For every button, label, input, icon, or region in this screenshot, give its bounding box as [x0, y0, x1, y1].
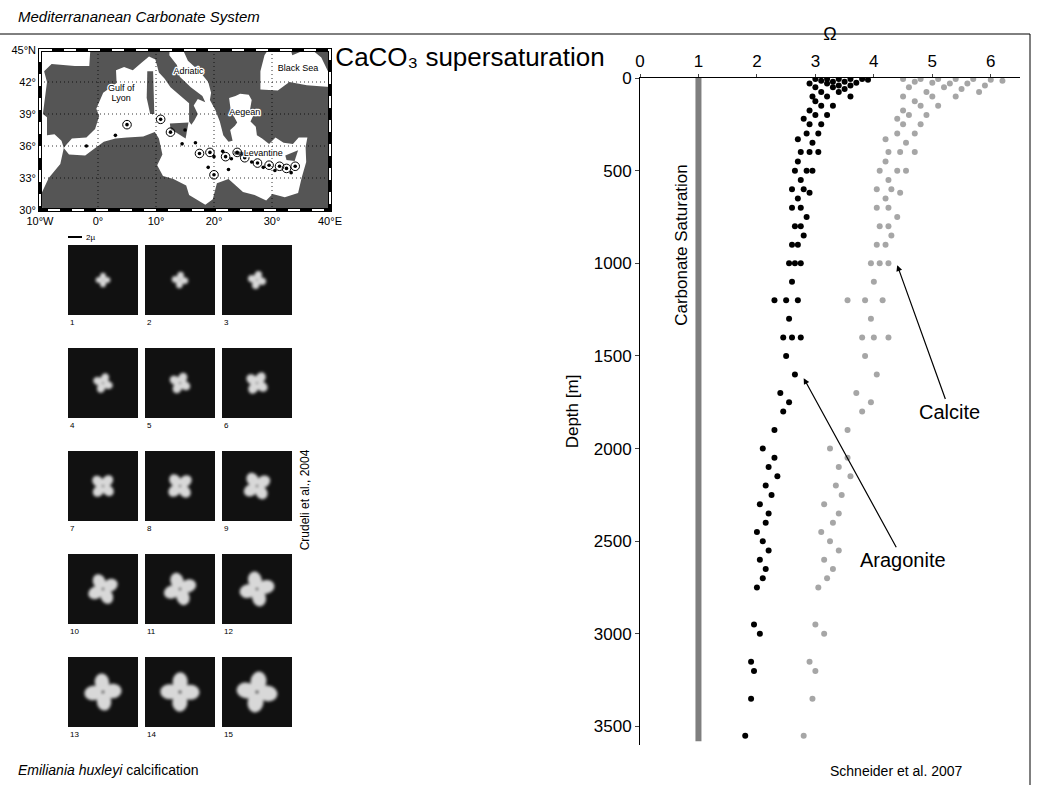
- svg-text:3500: 3500: [594, 717, 632, 736]
- svg-text:3000: 3000: [594, 625, 632, 644]
- svg-text:45°N: 45°N: [11, 44, 36, 56]
- svg-text:10: 10: [70, 627, 79, 636]
- svg-text:CaCO₃ supersaturation: CaCO₃ supersaturation: [335, 42, 604, 72]
- svg-text:Crudeli et al., 2004: Crudeli et al., 2004: [298, 449, 312, 550]
- svg-text:33°: 33°: [19, 172, 36, 184]
- svg-text:Adriatic: Adriatic: [173, 66, 204, 76]
- svg-text:39°: 39°: [19, 108, 36, 120]
- svg-text:3: 3: [224, 318, 229, 327]
- svg-text:12: 12: [224, 627, 233, 636]
- svg-text:30°: 30°: [19, 204, 36, 216]
- svg-text:2500: 2500: [594, 532, 632, 551]
- svg-text:Depth [m]: Depth [m]: [563, 375, 582, 449]
- svg-text:9: 9: [224, 524, 229, 533]
- svg-text:8: 8: [147, 524, 152, 533]
- svg-text:3: 3: [811, 52, 820, 71]
- svg-text:Gulf ofLyon: Gulf ofLyon: [108, 83, 135, 103]
- svg-text:10°W: 10°W: [26, 215, 54, 227]
- svg-text:Aegean: Aegean: [229, 107, 260, 117]
- svg-text:20°: 20°: [206, 215, 223, 227]
- svg-text:5: 5: [147, 421, 152, 430]
- svg-text:1: 1: [70, 318, 75, 327]
- svg-text:2: 2: [752, 52, 761, 71]
- svg-text:5: 5: [928, 52, 937, 71]
- svg-text:1: 1: [694, 52, 703, 71]
- svg-text:Carbonate Saturation: Carbonate Saturation: [672, 164, 691, 326]
- svg-text:Ω: Ω: [823, 24, 836, 44]
- svg-text:Schneider et al. 2007: Schneider et al. 2007: [830, 763, 963, 779]
- svg-text:42°: 42°: [19, 76, 36, 88]
- svg-text:500: 500: [603, 162, 631, 181]
- svg-text:Calcite: Calcite: [919, 401, 980, 423]
- svg-text:2: 2: [147, 318, 152, 327]
- svg-text:11: 11: [147, 627, 156, 636]
- svg-text:0: 0: [622, 69, 631, 88]
- svg-text:Aragonite: Aragonite: [860, 549, 946, 571]
- svg-text:40°E: 40°E: [318, 215, 342, 227]
- svg-text:Mediterrananean Carbonate Syst: Mediterrananean Carbonate System: [18, 8, 260, 25]
- svg-text:Black Sea: Black Sea: [278, 63, 319, 73]
- svg-text:30°: 30°: [264, 215, 281, 227]
- svg-text:2µ: 2µ: [86, 233, 95, 242]
- svg-text:1000: 1000: [594, 254, 632, 273]
- svg-text:36°: 36°: [19, 140, 36, 152]
- svg-text:14: 14: [147, 730, 156, 739]
- svg-text:Emiliania huxleyi calcificatio: Emiliania huxleyi calcification: [18, 762, 199, 778]
- svg-text:7: 7: [70, 524, 75, 533]
- svg-text:4: 4: [70, 421, 75, 430]
- svg-text:1500: 1500: [594, 347, 632, 366]
- svg-text:0: 0: [635, 52, 644, 71]
- svg-text:15: 15: [224, 730, 233, 739]
- svg-text:10°: 10°: [148, 215, 165, 227]
- svg-text:0°: 0°: [93, 215, 104, 227]
- svg-text:6: 6: [224, 421, 229, 430]
- svg-text:4: 4: [869, 52, 878, 71]
- svg-text:13: 13: [70, 730, 79, 739]
- svg-text:Levantine: Levantine: [244, 148, 283, 158]
- svg-text:6: 6: [986, 52, 995, 71]
- svg-text:2000: 2000: [594, 440, 632, 459]
